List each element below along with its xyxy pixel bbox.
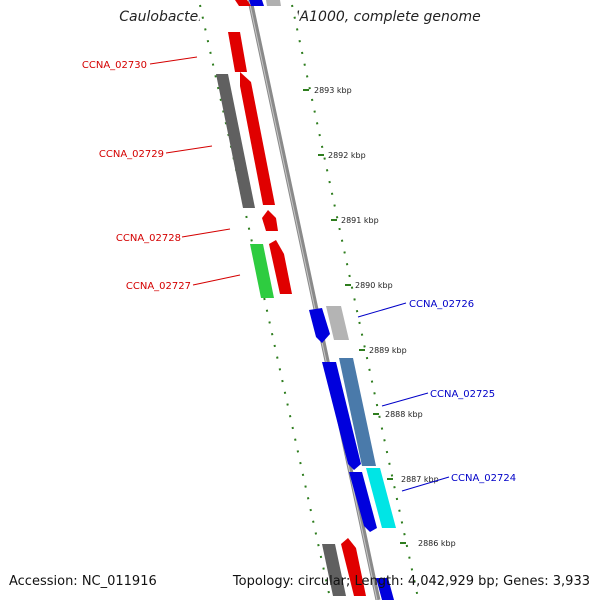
tick-label: 2886 kbp [418,539,456,548]
gene-ccna-02725[interactable] [339,358,376,466]
tick-label: 2892 kbp [328,151,366,160]
gene-label-ccna-02724[interactable]: CCNA_02724 [451,473,516,484]
genome-backbone [247,0,381,600]
forward-strand-genes [249,0,396,600]
gene-bottom-fwd [376,578,394,600]
gene-ccna-02727[interactable] [250,244,274,298]
gene-top-rev [235,0,251,6]
gene-ccna-02730[interactable] [228,32,247,72]
backbone-highlight [248,0,378,600]
gene-label-ccna-02725[interactable]: CCNA_02725 [430,389,495,400]
gene-lower-shadow [322,544,346,596]
gene-ccna-02729[interactable] [240,72,275,205]
accession-text: Accession: NC_011916 [9,574,157,589]
gene-label-ccna-02730[interactable]: CCNA_02730 [82,60,147,71]
gene-lower-rev[interactable] [341,538,366,596]
gene-ccna-02725-fwd[interactable] [322,362,361,470]
tick-label: 2891 kbp [341,216,379,225]
label-leaders [149,56,450,492]
gene-labels: CCNA_02730 CCNA_02729 CCNA_02728 CCNA_02… [82,60,516,484]
right-tick-track [291,4,419,599]
gene-ccna-02726[interactable] [309,308,330,343]
tick-label: 2893 kbp [314,86,352,95]
gene-ccna-02727-rev[interactable] [269,240,292,294]
tick-label: 2889 kbp [369,346,407,355]
tick-label: 2888 kbp [385,410,423,419]
gene-ccna-02726-gray [326,306,349,340]
genome-stats-text: Topology: circular; Length: 4,042,929 bp… [232,574,590,589]
gene-ccna-02728[interactable] [262,210,278,231]
tick-label: 2890 kbp [355,281,393,290]
gene-label-ccna-02728[interactable]: CCNA_02728 [116,233,181,244]
tick-label: 2887 kbp [401,475,439,484]
gene-ccna-02729-shadow [216,74,255,208]
gene-top-gray [266,0,281,6]
gene-ccna-02724[interactable] [366,468,396,528]
gene-label-ccna-02729[interactable]: CCNA_02729 [99,149,164,160]
gene-label-ccna-02727[interactable]: CCNA_02727 [126,281,191,292]
major-tick-marks [303,89,406,544]
kbp-tick-labels: 2893 kbp 2892 kbp 2891 kbp 2890 kbp 2889… [314,86,456,548]
gene-label-ccna-02726[interactable]: CCNA_02726 [409,299,474,310]
gene-ccna-02724-fwd[interactable] [349,472,377,532]
left-tick-track [199,4,331,599]
reverse-strand-genes [216,0,366,596]
gene-top-fwd [249,0,264,6]
